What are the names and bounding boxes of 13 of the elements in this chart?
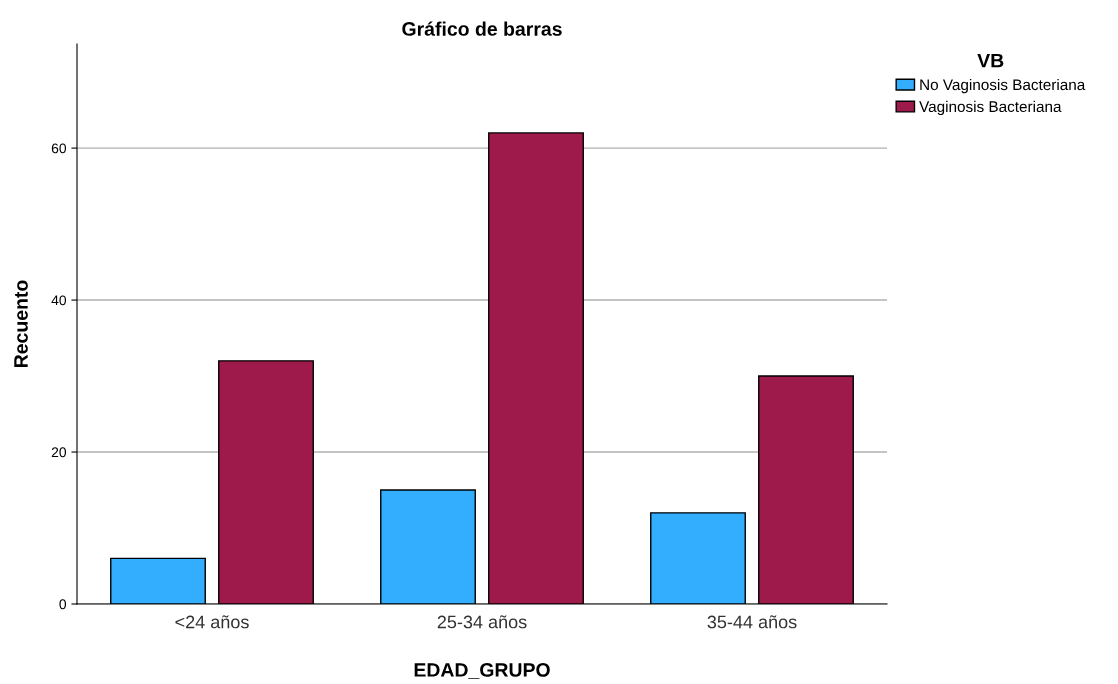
- y-tick-label: 0: [59, 599, 67, 610]
- chart-title: Gráfico de barras: [402, 21, 562, 36]
- x-tick-label: 25-34 años: [437, 615, 527, 629]
- y-tick-label: 60: [51, 143, 67, 154]
- x-tick-label: 35-44 años: [707, 615, 797, 629]
- y-axis-title: Recuento: [14, 280, 28, 367]
- legend-label: Vaginosis Bacteriana: [919, 100, 1062, 116]
- x-axis-title: EDAD_GRUPO: [414, 663, 550, 679]
- y-tick-label: 20: [51, 447, 67, 458]
- x-tick-label: <24 años: [175, 615, 249, 629]
- y-tick-label: 40: [51, 295, 67, 306]
- legend-title: VB: [977, 53, 1004, 68]
- legend-label: No Vaginosis Bacteriana: [920, 78, 1086, 94]
